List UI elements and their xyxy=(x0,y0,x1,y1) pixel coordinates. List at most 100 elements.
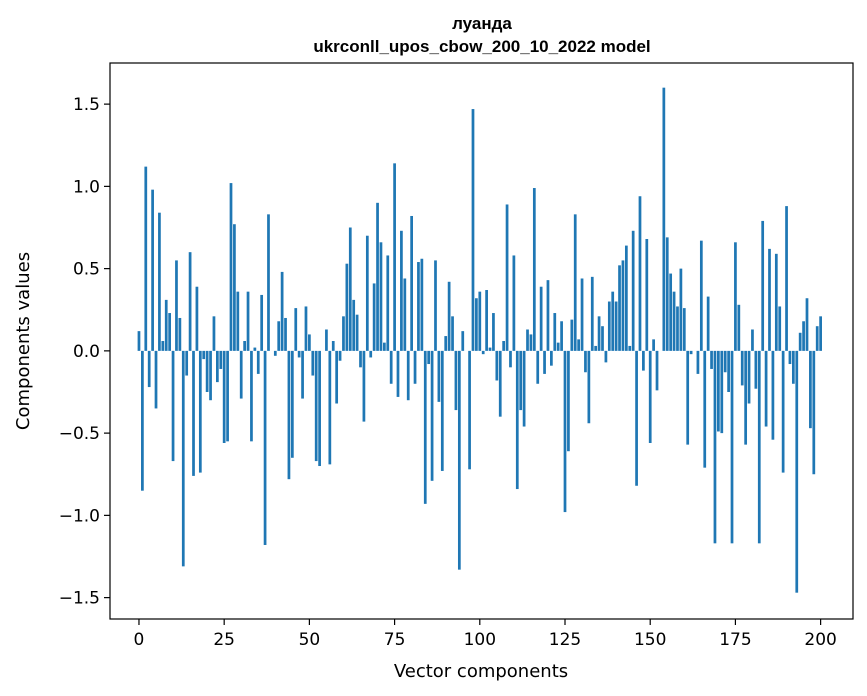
bar-34 xyxy=(253,347,257,351)
bar-11 xyxy=(175,260,178,351)
bar-0 xyxy=(137,331,141,351)
y-tick-label: 0.0 xyxy=(73,342,100,362)
bar-35 xyxy=(256,350,260,374)
bar-122 xyxy=(553,313,557,351)
bar-179 xyxy=(747,350,751,404)
bar-44 xyxy=(287,350,291,480)
bar-9 xyxy=(168,313,172,351)
bar-32 xyxy=(246,291,250,351)
bar-133 xyxy=(590,276,594,351)
bar-136 xyxy=(601,326,604,351)
bar-104 xyxy=(492,313,495,351)
bar-21 xyxy=(209,350,212,401)
bar-46 xyxy=(294,308,298,351)
bar-84 xyxy=(423,350,427,504)
bar-82 xyxy=(417,262,420,351)
bar-19 xyxy=(202,350,206,360)
x-tick-label: 25 xyxy=(213,630,235,650)
bar-103 xyxy=(488,347,492,351)
bar-134 xyxy=(594,345,598,351)
bar-169 xyxy=(713,350,717,544)
bar-137 xyxy=(604,350,608,363)
bar-184 xyxy=(764,350,768,427)
bar-146 xyxy=(635,350,638,486)
bar-113 xyxy=(522,350,526,427)
bar-97 xyxy=(468,350,471,470)
bar-102 xyxy=(485,290,488,351)
bar-195 xyxy=(802,321,805,351)
bar-77 xyxy=(400,230,403,351)
y-axis-label: Components values xyxy=(13,252,34,430)
bar-196 xyxy=(805,298,809,351)
bar-1 xyxy=(141,350,144,491)
bar-192 xyxy=(791,350,795,384)
bar-26 xyxy=(226,350,229,442)
bar-180 xyxy=(751,329,754,351)
bar-145 xyxy=(631,230,635,351)
bar-33 xyxy=(250,350,253,442)
bar-80 xyxy=(410,215,413,351)
bar-7 xyxy=(161,341,165,351)
bar-144 xyxy=(628,345,632,351)
bar-86 xyxy=(430,350,434,481)
bar-57 xyxy=(331,341,335,351)
bar-200 xyxy=(819,316,822,351)
bar-28 xyxy=(233,224,236,351)
bar-22 xyxy=(212,316,216,351)
y-tick-label: −1.0 xyxy=(59,506,100,526)
bar-106 xyxy=(498,350,502,417)
bar-49 xyxy=(304,306,308,351)
x-tick-label: 100 xyxy=(464,630,496,650)
bar-125 xyxy=(563,350,567,513)
bar-52 xyxy=(314,350,318,462)
bar-66 xyxy=(362,350,366,422)
bar-56 xyxy=(328,350,332,465)
bar-78 xyxy=(403,278,407,351)
bar-166 xyxy=(703,350,707,468)
bar-182 xyxy=(757,350,761,544)
bar-41 xyxy=(277,321,281,351)
bar-10 xyxy=(171,350,175,462)
bar-174 xyxy=(730,350,734,544)
bar-171 xyxy=(720,350,724,434)
bar-105 xyxy=(495,350,499,381)
bar-59 xyxy=(338,350,342,361)
bar-14 xyxy=(185,350,189,376)
bar-188 xyxy=(778,306,782,351)
bar-98 xyxy=(471,109,475,351)
bar-155 xyxy=(665,237,669,351)
bar-8 xyxy=(164,299,168,351)
bar-27 xyxy=(229,183,233,351)
bar-92 xyxy=(451,316,454,351)
bar-43 xyxy=(284,317,287,351)
bar-151 xyxy=(652,339,655,351)
y-tick-label: 1.5 xyxy=(73,95,100,115)
bar-120 xyxy=(546,280,550,351)
bar-164 xyxy=(696,350,700,374)
bar-63 xyxy=(352,299,356,351)
bar-178 xyxy=(744,350,748,445)
bar-109 xyxy=(509,350,512,368)
bar-17 xyxy=(195,286,199,351)
bar-149 xyxy=(645,239,649,351)
bar-191 xyxy=(788,350,792,365)
bar-197 xyxy=(809,350,812,429)
bar-91 xyxy=(447,281,451,351)
bar-65 xyxy=(359,350,362,368)
bar-141 xyxy=(618,265,621,351)
bar-81 xyxy=(413,350,417,384)
bar-139 xyxy=(611,291,615,351)
bar-99 xyxy=(475,298,478,351)
bar-87 xyxy=(434,260,437,351)
bar-74 xyxy=(389,350,393,384)
bar-138 xyxy=(607,301,611,351)
bar-135 xyxy=(597,316,601,351)
bar-116 xyxy=(532,188,536,351)
x-tick-label: 50 xyxy=(299,630,321,650)
bar-198 xyxy=(812,350,816,475)
bar-107 xyxy=(502,341,506,351)
bar-31 xyxy=(243,341,246,351)
bar-36 xyxy=(260,294,264,351)
bar-16 xyxy=(192,350,195,476)
bar-119 xyxy=(543,350,546,374)
